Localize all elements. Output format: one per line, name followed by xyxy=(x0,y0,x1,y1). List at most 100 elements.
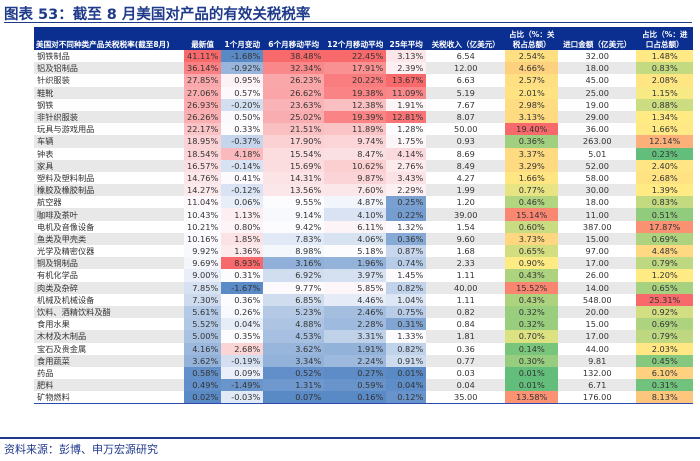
value-cell: 0.88% xyxy=(636,98,694,111)
value-cell: 0.32% xyxy=(505,305,559,319)
value-cell: -1.49% xyxy=(221,379,264,392)
value-cell: 39.00 xyxy=(426,208,506,221)
value-cell: 14.27% xyxy=(184,184,222,197)
value-cell: 12.81% xyxy=(386,110,427,124)
table-row: 木材及木制品 5.00% 0.35% 4.53% 3.31% 1.33% 1.81 0.70%… xyxy=(34,330,694,343)
value-cell: 11.00 xyxy=(558,208,637,221)
value-cell: 29.00 xyxy=(558,110,637,124)
value-cell: 20.22% xyxy=(324,74,387,87)
product-name-cell: 光学及精密仪器 xyxy=(34,245,184,258)
value-cell: 7.85% xyxy=(184,281,222,294)
value-cell: 0.79% xyxy=(636,257,694,270)
table-row: 肉类及杂碎 7.85% -1.67% 9.77% 5.85% 0.82% 40.00 15.5… xyxy=(34,281,694,294)
value-cell: 176.00 xyxy=(558,391,637,405)
table-row: 家具 16.57% -0.14% 15.69% 10.62% 2.76% 8.49 3.29%… xyxy=(34,159,694,172)
product-name-cell: 宝石及贵金属 xyxy=(34,342,184,355)
value-cell: 15.54% xyxy=(263,147,325,160)
product-name-cell: 肥料 xyxy=(34,379,184,392)
value-cell: 0.31% xyxy=(636,379,694,392)
value-cell: 1.15% xyxy=(636,86,694,99)
value-cell: 0.31% xyxy=(386,318,427,331)
value-cell: 0.14% xyxy=(505,342,559,355)
value-cell: 2.01% xyxy=(505,86,559,99)
product-name-cell: 食用水果 xyxy=(34,318,184,331)
value-cell: 3.34% xyxy=(263,354,325,367)
value-cell: 6.92% xyxy=(263,269,325,282)
value-cell: 1.81 xyxy=(426,330,506,343)
value-cell: 0.82% xyxy=(386,281,427,294)
value-cell: 6.11% xyxy=(324,220,387,233)
value-cell: 2.24% xyxy=(324,354,387,367)
value-cell: 0.01% xyxy=(386,366,427,380)
column-header: 1个月变动 xyxy=(221,27,264,50)
value-cell: 19.38% xyxy=(324,86,387,99)
table-row: 鞋靴 27.06% 0.57% 26.62% 19.38% 11.09% 5.19 2.01%… xyxy=(34,86,694,99)
value-cell: 0.84 xyxy=(426,318,506,331)
value-cell: 1.32% xyxy=(386,220,427,233)
value-cell: 15.14% xyxy=(505,208,559,221)
value-cell: 36.00 xyxy=(558,123,637,136)
value-cell: -1.68% xyxy=(221,50,264,63)
table-row: 铜及铜制品 9.69% 8.93% 3.16% 1.96% 0.74% 2.33 0.90% 1… xyxy=(34,257,694,270)
value-cell: 4.46% xyxy=(324,293,387,306)
value-cell: 36.14% xyxy=(184,62,222,75)
value-cell: 5.00% xyxy=(184,330,222,343)
value-cell: 6.63 xyxy=(426,74,506,87)
product-name-cell: 饮料、酒精饮料及醋 xyxy=(34,305,184,319)
table-row: 钟表 18.54% 4.18% 15.54% 8.47% 4.14% 8.69 3.37% 5.… xyxy=(34,147,694,160)
value-cell: 0.59% xyxy=(324,379,387,392)
value-cell: 9.60 xyxy=(426,232,506,245)
value-cell: 2.98% xyxy=(505,98,559,111)
value-cell: -0.92% xyxy=(221,62,264,75)
value-cell: 9.87% xyxy=(324,171,387,185)
value-cell: 1.96% xyxy=(324,257,387,270)
column-header: 进口金额（亿美元） xyxy=(558,27,637,50)
value-cell: 17.00 xyxy=(558,330,637,343)
value-cell: 4.88% xyxy=(263,318,325,331)
value-cell: 1.54 xyxy=(426,220,506,233)
value-cell: 1.04% xyxy=(386,293,427,306)
value-cell: 0.90% xyxy=(505,257,559,270)
product-name-cell: 塑料及塑料制品 xyxy=(34,171,184,185)
value-cell: -0.14% xyxy=(221,159,264,172)
value-cell: 27.06% xyxy=(184,86,222,99)
product-name-cell: 咖啡及茶叶 xyxy=(34,208,184,221)
table-row: 非针织服装 26.26% 0.50% 25.02% 19.39% 12.81% 8.07 3.… xyxy=(34,110,694,124)
tariff-table: 美国对不同种类产品关税税率(截至8月) 最新值 1个月变动 6个月移动平均 12个月移动… xyxy=(34,27,694,405)
value-cell: 8.98% xyxy=(263,245,325,258)
value-cell: 9.42% xyxy=(263,220,325,233)
value-cell: 548.00 xyxy=(558,293,637,306)
value-cell: 3.43% xyxy=(386,171,427,185)
value-cell: 8.93% xyxy=(221,257,264,270)
value-cell: 27.85% xyxy=(184,74,222,87)
product-name-cell: 矿物燃料 xyxy=(34,391,184,405)
value-cell: 2.40% xyxy=(636,159,694,172)
column-header: 25年平均 xyxy=(386,27,427,50)
value-cell: 1.85% xyxy=(221,232,264,245)
value-cell: 5.23% xyxy=(263,305,325,319)
column-header: 12个月移动平均 xyxy=(324,27,387,50)
value-cell: 9.92% xyxy=(184,245,222,258)
value-cell: 40.00 xyxy=(426,281,506,294)
value-cell: 18.00 xyxy=(558,62,637,75)
value-cell: 5.52% xyxy=(184,318,222,331)
value-cell: -0.12% xyxy=(221,184,264,197)
value-cell: 0.87% xyxy=(386,245,427,258)
value-cell: 52.00 xyxy=(558,159,637,172)
value-cell: 0.69% xyxy=(636,318,694,331)
value-cell: 1.34% xyxy=(636,110,694,124)
value-cell: 0.43% xyxy=(505,269,559,282)
value-cell: 8.69 xyxy=(426,147,506,160)
table-row: 塑料及塑料制品 14.76% 0.41% 14.31% 9.87% 3.43% 4.27 1.… xyxy=(34,171,694,185)
value-cell: 0.69% xyxy=(636,232,694,245)
value-cell: 35.00 xyxy=(426,391,506,405)
value-cell: 1.91% xyxy=(386,98,427,111)
value-cell: 6.71 xyxy=(558,379,637,392)
value-cell: 26.26% xyxy=(184,110,222,124)
value-cell: 9.81 xyxy=(558,354,637,367)
value-cell: 19.39% xyxy=(324,110,387,124)
value-cell: 20.00 xyxy=(558,305,637,319)
value-cell: 0.82% xyxy=(386,342,427,355)
value-cell: 5.19 xyxy=(426,86,506,99)
value-cell: 11.04% xyxy=(184,196,222,209)
